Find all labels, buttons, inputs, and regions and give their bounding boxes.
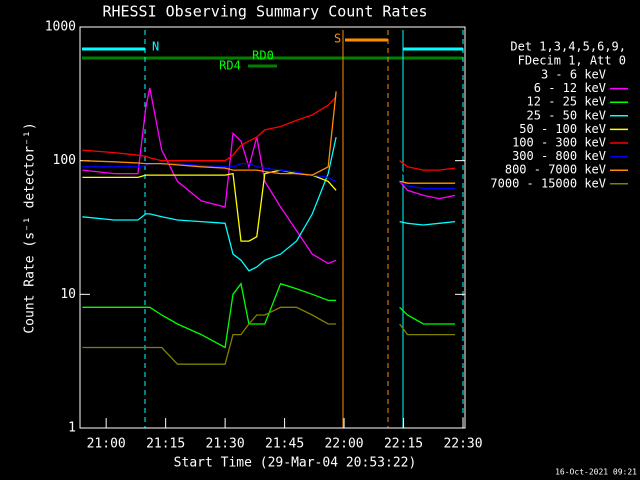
legend-label: 300 - 800 keV <box>512 149 606 163</box>
series-line <box>82 282 456 349</box>
legend-label: 6 - 12 keV <box>534 81 606 95</box>
legend-header: FDecim 1, Att 0 <box>518 54 626 68</box>
legend-label: 12 - 25 keV <box>527 95 606 109</box>
plot-frame <box>79 26 466 429</box>
state-label: RD4 <box>219 59 241 73</box>
x-tick-label: 21:00 <box>87 437 126 452</box>
series-line <box>82 87 456 265</box>
chart-title: RHESSI Observing Summary Count Rates <box>102 3 427 21</box>
series-line <box>82 306 456 365</box>
series-line <box>82 91 456 184</box>
x-axis-label: Start Time (29-Mar-04 20:53:22) <box>174 456 417 471</box>
y-tick-label: 100 <box>53 153 76 168</box>
legend-label: 50 - 100 keV <box>519 122 606 136</box>
series-line <box>82 136 456 272</box>
y-tick-label: 10 <box>60 287 76 302</box>
legend-label: 3 - 6 keV <box>541 68 606 82</box>
x-tick-label: 21:30 <box>206 437 245 452</box>
x-tick-label: 21:45 <box>265 437 304 452</box>
state-label: S <box>334 32 341 46</box>
x-tick-label: 22:00 <box>324 437 363 452</box>
legend-label: 100 - 300 keV <box>512 136 606 150</box>
series-line <box>82 98 456 236</box>
legend-label: 25 - 50 keV <box>527 108 606 122</box>
x-tick-label: 22:30 <box>443 437 482 452</box>
legend-label: 800 - 7000 keV <box>505 163 606 177</box>
y-tick-label: 1 <box>68 421 76 436</box>
y-tick-label: 1000 <box>45 20 76 35</box>
footer: 16-Oct-2021 09:21 <box>555 468 637 477</box>
legend-label: 7000 - 15000 keV <box>490 176 606 190</box>
x-tick-label: 21:15 <box>146 437 185 452</box>
series-line <box>82 96 456 171</box>
series-line <box>82 162 456 190</box>
legend-header: Det 1,3,4,5,6,9, <box>510 40 626 54</box>
state-label: RD0 <box>252 49 274 63</box>
state-label: N <box>152 40 159 54</box>
x-tick-label: 22:15 <box>384 437 423 452</box>
y-axis-label: Count Rate (s⁻¹ detector⁻¹) <box>23 122 38 333</box>
